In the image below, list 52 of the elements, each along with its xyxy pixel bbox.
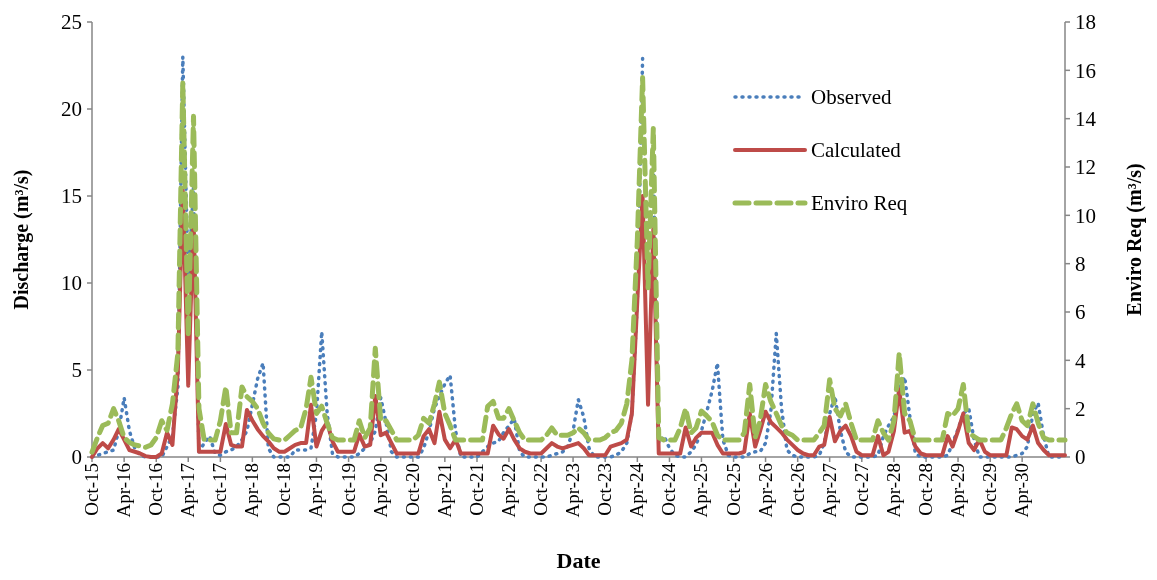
y2-tick-label: 14 — [1075, 107, 1097, 132]
x-tick-label: Oct-22 — [530, 463, 552, 516]
x-tick-label: Oct-29 — [979, 463, 1001, 516]
x-tick-label: Oct-19 — [337, 463, 359, 516]
y-tick-label: 10 — [61, 271, 82, 296]
y-tick-label: 20 — [61, 97, 82, 122]
x-tick-label: Apr-17 — [177, 463, 199, 518]
legend-label: Calculated — [811, 138, 902, 163]
y2-axis-title: Enviro Req (m³/s) — [1123, 163, 1146, 316]
x-tick-label: Oct-17 — [209, 463, 231, 516]
x-tick-label: Apr-27 — [818, 463, 840, 518]
x-tick-label: Oct-27 — [850, 463, 872, 516]
x-tick-label: Oct-20 — [401, 463, 423, 516]
y-tick-label: 15 — [61, 184, 82, 209]
x-tick-label: Apr-16 — [113, 463, 135, 518]
x-tick-label: Apr-24 — [626, 462, 648, 518]
y2-tick-label: 12 — [1075, 155, 1096, 180]
x-tick-label: Apr-28 — [882, 463, 904, 518]
x-tick-label: Oct-24 — [658, 462, 680, 516]
y2-tick-label: 4 — [1075, 348, 1086, 373]
x-tick-label: Apr-23 — [562, 463, 584, 518]
y2-tick-label: 2 — [1075, 397, 1086, 422]
x-tick-label: Apr-21 — [433, 463, 455, 518]
x-tick-label: Apr-22 — [497, 463, 519, 518]
y2-tick-label: 16 — [1075, 58, 1096, 83]
legend-label: Enviro Req — [811, 191, 908, 216]
y2-tick-label: 8 — [1075, 252, 1086, 277]
x-tick-label: Apr-25 — [690, 463, 712, 518]
y2-tick-label: 10 — [1075, 203, 1096, 228]
x-tick-label: Oct-15 — [81, 463, 102, 516]
x-tick-label: Apr-29 — [947, 463, 969, 518]
x-tick-label: Oct-18 — [273, 463, 295, 516]
x-tick-label: Oct-23 — [594, 463, 616, 516]
y2-tick-label: 6 — [1075, 300, 1086, 325]
x-tick-label: Apr-19 — [305, 463, 327, 518]
x-axis-title: Date — [556, 548, 601, 573]
y-tick-label: 25 — [61, 10, 82, 35]
x-tick-label: Apr-30 — [1011, 463, 1033, 518]
x-tick-label: Apr-18 — [241, 463, 263, 518]
y-tick-label: 5 — [71, 358, 82, 383]
x-tick-label: Oct-25 — [722, 463, 744, 516]
y2-tick-label: 18 — [1075, 10, 1096, 35]
x-tick-label: Oct-21 — [465, 463, 487, 516]
x-tick-label: Oct-28 — [915, 463, 937, 516]
x-tick-label: Apr-26 — [754, 463, 776, 518]
x-tick-label: Apr-20 — [369, 463, 391, 518]
y-tick-label: 0 — [71, 445, 82, 470]
x-tick-label: Oct-26 — [786, 463, 808, 516]
y-axis-title: Discharge (m³/s) — [10, 169, 33, 310]
y2-tick-label: 0 — [1075, 445, 1086, 470]
x-tick-label: Oct-16 — [145, 463, 167, 516]
legend-label: Observed — [811, 85, 892, 110]
